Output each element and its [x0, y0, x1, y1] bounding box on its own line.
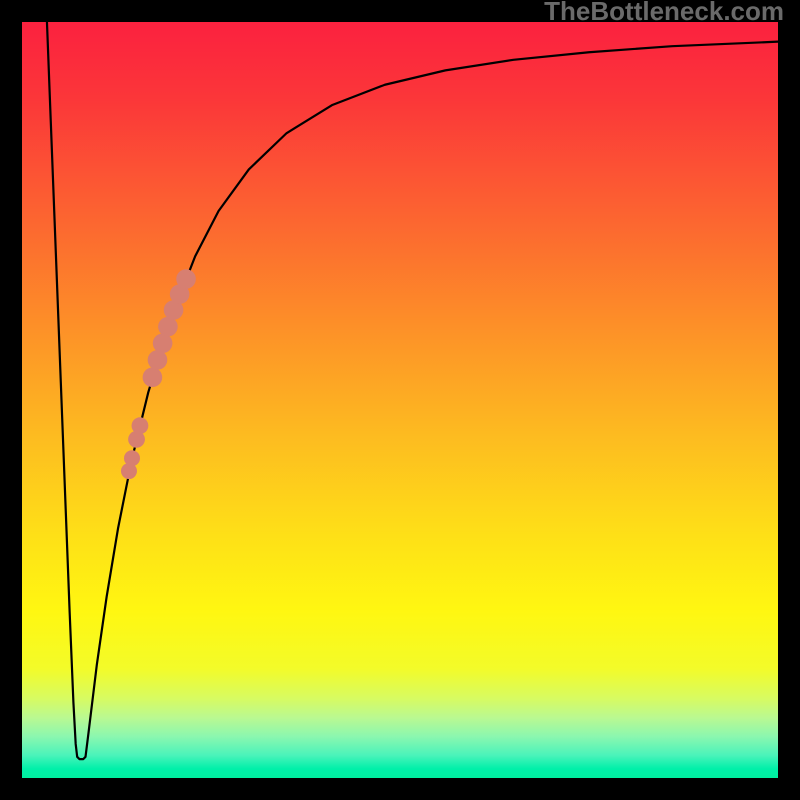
marker-dot — [158, 317, 178, 337]
frame-border-right — [778, 0, 800, 800]
marker-dot — [176, 269, 196, 289]
marker-dot — [153, 334, 173, 354]
marker-dot — [148, 350, 168, 370]
marker-dot — [143, 368, 163, 388]
chart-frame: TheBottleneck.com — [0, 0, 800, 800]
frame-border-bottom — [0, 778, 800, 800]
chart-svg-layer — [22, 22, 778, 778]
plot-area — [22, 22, 778, 778]
frame-border-left — [0, 0, 22, 800]
bottleneck-curve — [47, 22, 778, 759]
watermark-text: TheBottleneck.com — [544, 0, 784, 27]
marker-dot — [124, 450, 140, 466]
marker-dot — [132, 417, 149, 434]
